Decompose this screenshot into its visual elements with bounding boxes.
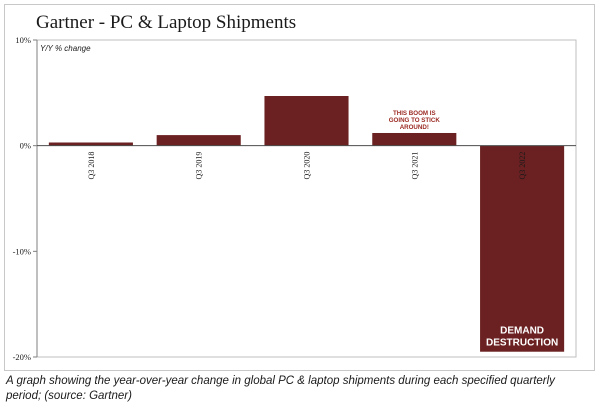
annotation-boom-line: THIS BOOM IS — [393, 110, 436, 117]
y-tick-label: 10% — [15, 35, 31, 45]
x-tick-label: Q3 2020 — [303, 152, 312, 180]
bar-q3-2020 — [264, 96, 349, 146]
bar-q3-2019 — [156, 135, 241, 146]
annotation-demand-line: DEMAND — [500, 326, 544, 337]
x-tick-label: Q3 2018 — [87, 152, 96, 180]
figure-caption: A graph showing the year-over-year chang… — [6, 375, 555, 402]
bar-q3-2018 — [48, 142, 133, 146]
y-tick-label: -20% — [13, 352, 31, 362]
y-tick-label: 0% — [20, 141, 31, 151]
x-tick-label: Q3 2022 — [518, 152, 527, 180]
x-tick-label: Q3 2019 — [195, 152, 204, 180]
bar-q3-2021 — [372, 132, 457, 146]
x-tick-label: Q3 2021 — [410, 152, 419, 180]
annotation-boom-line: GOING TO STICK — [389, 117, 441, 124]
y-unit-label: Y/Y % change — [40, 44, 91, 53]
y-tick-label: -10% — [13, 246, 31, 256]
chart-title: Gartner - PC & Laptop Shipments — [36, 12, 297, 33]
bar-q3-2022 — [480, 145, 565, 352]
annotation-demand-line: DESTRUCTION — [486, 338, 558, 349]
annotation-boom-line: AROUND! — [400, 124, 429, 131]
